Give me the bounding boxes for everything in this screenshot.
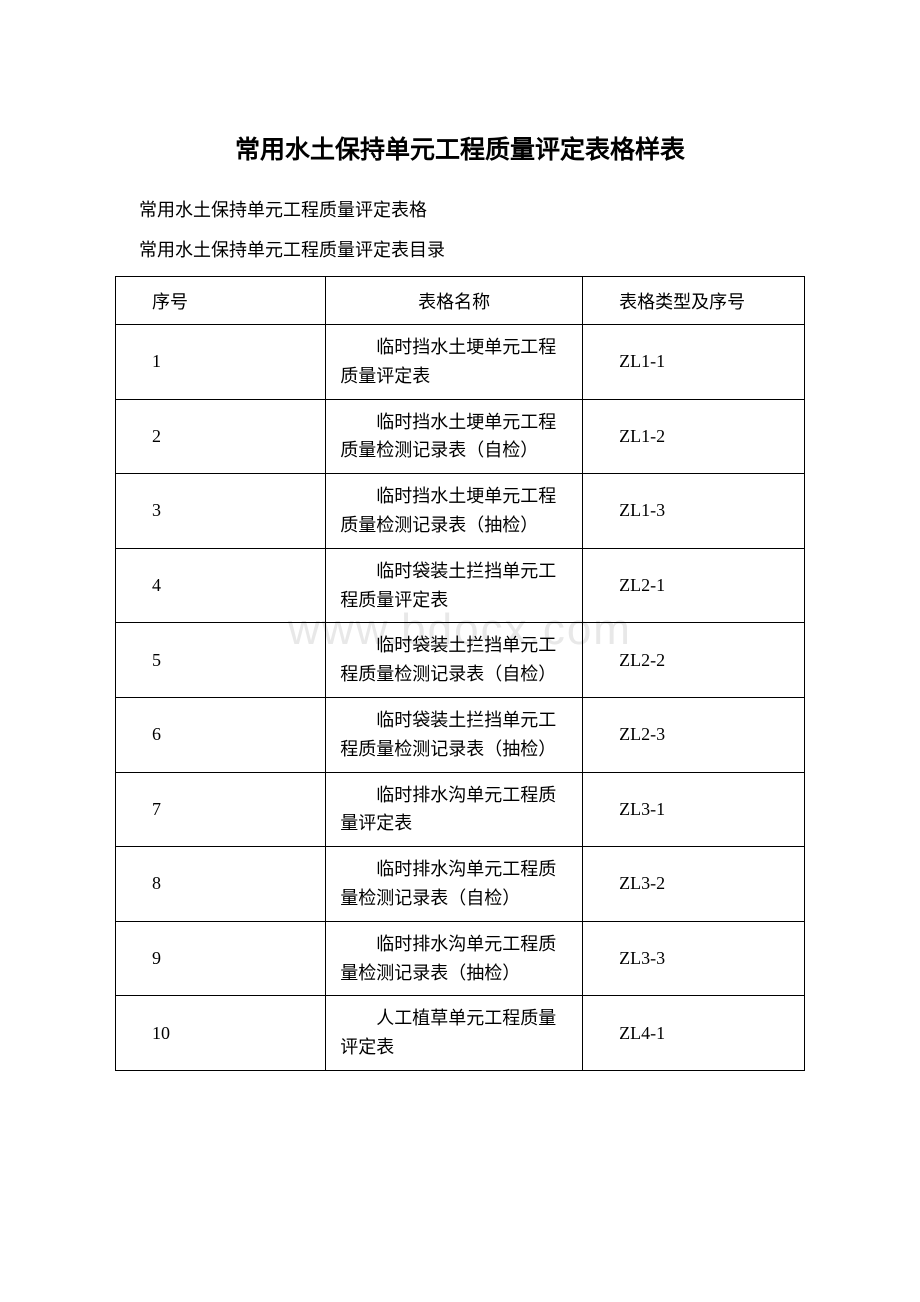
table-row: 8 临时排水沟单元工程质量检测记录表（自检） ZL3-2 <box>116 847 805 922</box>
table-header-row: 序号 表格名称 表格类型及序号 <box>116 277 805 325</box>
main-title: 常用水土保持单元工程质量评定表格样表 <box>115 130 805 166</box>
subtitle-2: 常用水土保持单元工程质量评定表目录 <box>115 236 805 262</box>
cell-type: ZL1-1 <box>583 325 805 400</box>
cell-name: 人工植草单元工程质量评定表 <box>326 996 583 1071</box>
cell-type: ZL2-2 <box>583 623 805 698</box>
header-seq: 序号 <box>116 277 326 325</box>
cell-name: 临时挡水土埂单元工程质量评定表 <box>326 325 583 400</box>
cell-type: ZL3-1 <box>583 772 805 847</box>
table-row: 10 人工植草单元工程质量评定表 ZL4-1 <box>116 996 805 1071</box>
cell-seq: 6 <box>116 697 326 772</box>
cell-type: ZL1-2 <box>583 399 805 474</box>
table-body: 1 临时挡水土埂单元工程质量评定表 ZL1-1 2 临时挡水土埂单元工程质量检测… <box>116 325 805 1071</box>
header-type: 表格类型及序号 <box>583 277 805 325</box>
table-row: 7 临时排水沟单元工程质量评定表 ZL3-1 <box>116 772 805 847</box>
header-name: 表格名称 <box>326 277 583 325</box>
table-row: 1 临时挡水土埂单元工程质量评定表 ZL1-1 <box>116 325 805 400</box>
cell-seq: 2 <box>116 399 326 474</box>
table-row: 4 临时袋装土拦挡单元工程质量评定表 ZL2-1 <box>116 548 805 623</box>
cell-name: 临时挡水土埂单元工程质量检测记录表（抽检） <box>326 474 583 549</box>
cell-seq: 10 <box>116 996 326 1071</box>
cell-seq: 1 <box>116 325 326 400</box>
cell-type: ZL2-1 <box>583 548 805 623</box>
table-row: 2 临时挡水土埂单元工程质量检测记录表（自检） ZL1-2 <box>116 399 805 474</box>
cell-name: 临时排水沟单元工程质量评定表 <box>326 772 583 847</box>
cell-type: ZL1-3 <box>583 474 805 549</box>
cell-seq: 7 <box>116 772 326 847</box>
table-row: 3 临时挡水土埂单元工程质量检测记录表（抽检） ZL1-3 <box>116 474 805 549</box>
cell-name: 临时袋装土拦挡单元工程质量评定表 <box>326 548 583 623</box>
cell-seq: 3 <box>116 474 326 549</box>
table-container: 序号 表格名称 表格类型及序号 1 临时挡水土埂单元工程质量评定表 ZL1-1 … <box>115 276 805 1071</box>
cell-type: ZL2-3 <box>583 697 805 772</box>
cell-seq: 4 <box>116 548 326 623</box>
cell-seq: 8 <box>116 847 326 922</box>
cell-type: ZL4-1 <box>583 996 805 1071</box>
cell-name: 临时排水沟单元工程质量检测记录表（抽检） <box>326 921 583 996</box>
page-container: 常用水土保持单元工程质量评定表格样表 常用水土保持单元工程质量评定表格 常用水土… <box>0 0 920 1071</box>
cell-name: 临时排水沟单元工程质量检测记录表（自检） <box>326 847 583 922</box>
cell-type: ZL3-3 <box>583 921 805 996</box>
cell-seq: 9 <box>116 921 326 996</box>
cell-name: 临时袋装土拦挡单元工程质量检测记录表（自检） <box>326 623 583 698</box>
index-table: 序号 表格名称 表格类型及序号 1 临时挡水土埂单元工程质量评定表 ZL1-1 … <box>115 276 805 1071</box>
subtitle-1: 常用水土保持单元工程质量评定表格 <box>115 196 805 222</box>
table-row: 6 临时袋装土拦挡单元工程质量检测记录表（抽检） ZL2-3 <box>116 697 805 772</box>
cell-type: ZL3-2 <box>583 847 805 922</box>
cell-name: 临时挡水土埂单元工程质量检测记录表（自检） <box>326 399 583 474</box>
table-row: 9 临时排水沟单元工程质量检测记录表（抽检） ZL3-3 <box>116 921 805 996</box>
cell-name: 临时袋装土拦挡单元工程质量检测记录表（抽检） <box>326 697 583 772</box>
table-row: 5 临时袋装土拦挡单元工程质量检测记录表（自检） ZL2-2 <box>116 623 805 698</box>
cell-seq: 5 <box>116 623 326 698</box>
